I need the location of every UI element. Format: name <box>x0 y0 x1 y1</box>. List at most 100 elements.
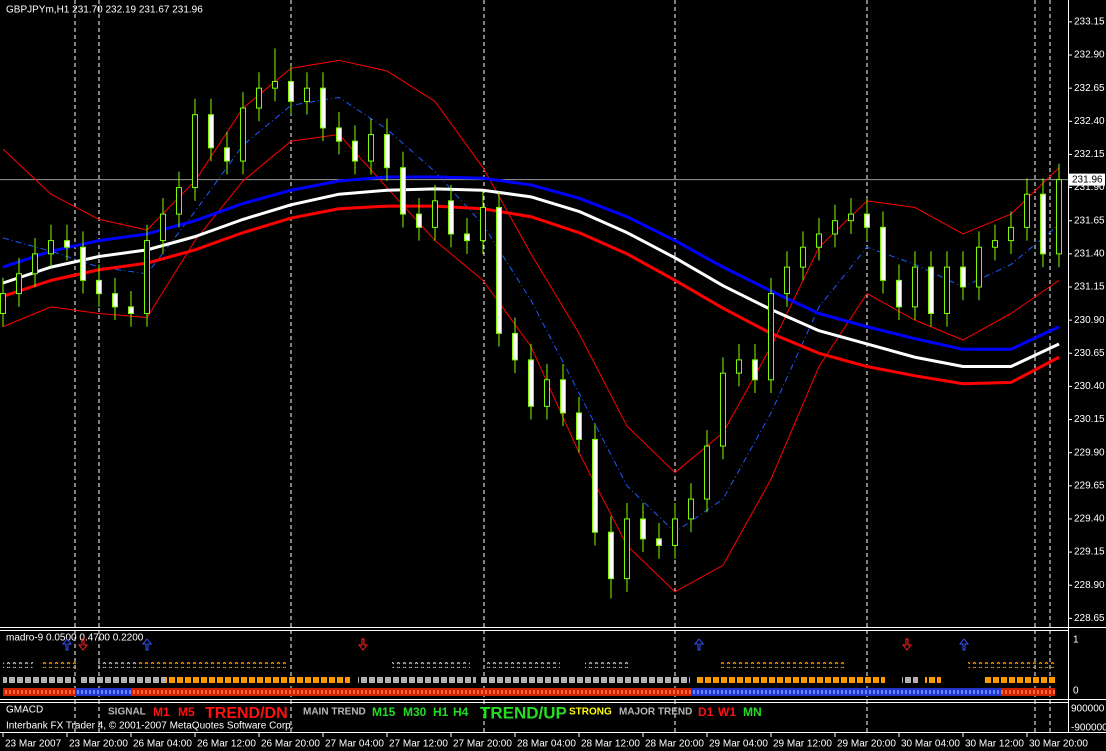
candle-body <box>1008 226 1014 242</box>
gmacd-label: H4 <box>453 705 469 719</box>
candle-body <box>480 206 486 242</box>
candle-body <box>784 266 790 295</box>
y-tick-label: 229.15 <box>1074 547 1105 558</box>
candle-body <box>752 359 758 381</box>
y-tick-label: 232.90 <box>1074 50 1105 61</box>
candle-body <box>608 531 614 580</box>
candle-body <box>240 107 246 162</box>
x-tick-label: 29 Mar 04:00 <box>709 739 768 750</box>
gmacd-label: TREND/DN <box>205 705 288 722</box>
candle-body <box>400 167 406 215</box>
candle-body <box>832 220 838 235</box>
x-tick-label: 26 Mar 20:00 <box>261 739 320 750</box>
gmacd-label: M1 <box>153 705 170 719</box>
candle-body <box>576 412 582 440</box>
candle-body <box>944 266 950 314</box>
indicator-line <box>2 96 1060 533</box>
y-tick-label: 231.65 <box>1074 215 1105 226</box>
x-tick-label: 27 Mar 04:00 <box>325 739 384 750</box>
candle-body <box>352 140 358 162</box>
candle-body <box>80 246 86 281</box>
candle-body <box>208 114 214 149</box>
y-tick-label: 229.40 <box>1074 514 1105 525</box>
y-tick-label: 232.65 <box>1074 83 1105 94</box>
candle-body <box>144 240 150 315</box>
candle-body <box>32 253 38 275</box>
candle-body <box>592 438 598 533</box>
candle-body <box>544 379 550 407</box>
y-tick-label: 228.90 <box>1074 580 1105 591</box>
candle-body <box>1024 193 1030 228</box>
indicator-tick: 0 <box>1073 686 1079 697</box>
candle-body <box>112 293 118 308</box>
current-price-label: 231.96 <box>1072 174 1103 185</box>
candle-body <box>720 372 726 447</box>
indicator-line <box>2 204 1060 386</box>
gmacd-tick: 900000 <box>1071 704 1105 715</box>
candle-body <box>672 518 678 546</box>
candle-body <box>48 240 54 255</box>
current-price-box <box>1069 173 1105 186</box>
x-tick-label: 23 Mar 20:00 <box>69 739 128 750</box>
footer: Interbank FX Trader 4, © 2001-2007 MetaQ… <box>6 721 294 732</box>
x-tick-label: 27 Mar 20:00 <box>453 739 512 750</box>
candle-body <box>848 213 854 222</box>
time-axis: 23 Mar 2007 23 Mar 20:00 26 Mar 04:00 26 Ma… <box>2 732 1088 750</box>
candle-body <box>64 240 70 248</box>
candle-body <box>896 279 902 308</box>
candle-body <box>16 273 22 295</box>
candle-body <box>448 200 454 235</box>
x-tick-label: 30 Mar 04:00 <box>901 739 960 750</box>
candle-body <box>512 332 518 361</box>
candle-body <box>336 127 342 142</box>
x-tick-label: 28 Mar 12:00 <box>581 739 640 750</box>
gmacd-label: MAJOR TREND <box>619 707 692 718</box>
candle-body <box>192 114 198 189</box>
candle-body <box>96 279 102 295</box>
candle-body <box>624 518 630 580</box>
y-tick-label: 229.65 <box>1074 480 1105 491</box>
price-chart: 233.15232.90232.65232.40232.15231.90231.… <box>0 17 1105 624</box>
candle-body <box>368 134 374 162</box>
gmacd-label: STRONG <box>569 707 612 718</box>
candle-body <box>992 240 998 248</box>
candle-body <box>560 379 566 414</box>
candle-body <box>1040 193 1046 255</box>
y-tick-label: 232.40 <box>1074 116 1105 127</box>
gmacd-title: GMACD <box>6 705 43 716</box>
gmacd-label: M5 <box>178 705 195 719</box>
y-tick-label: 232.15 <box>1074 149 1105 160</box>
y-tick-label: 230.15 <box>1074 414 1105 425</box>
candle-body <box>304 87 310 102</box>
x-tick-label: 29 Mar 20:00 <box>837 739 896 750</box>
y-tick-label: 230.65 <box>1074 348 1105 359</box>
candle-body <box>496 206 502 334</box>
candle-body <box>1056 179 1062 255</box>
candle-body <box>880 226 886 281</box>
candle-body <box>736 359 742 374</box>
x-tick-label: 23 Mar 2007 <box>5 739 62 750</box>
gmacd-tick: -900000 <box>1071 723 1106 734</box>
x-tick-label: 28 Mar 04:00 <box>517 739 576 750</box>
y-tick-label: 230.90 <box>1074 315 1105 326</box>
gmacd-label: MAIN TREND <box>303 707 366 718</box>
candle-body <box>288 81 294 102</box>
gmacd-label: M15 <box>372 705 396 719</box>
candle-body <box>656 538 662 546</box>
candle-body <box>256 87 262 109</box>
x-tick-label: 28 Mar 20:00 <box>645 739 704 750</box>
gmacd-label: SIGNAL <box>108 707 146 718</box>
candle-body <box>464 233 470 242</box>
candle-body <box>320 87 326 129</box>
y-tick-label: 228.65 <box>1074 613 1105 624</box>
candle-body <box>800 246 806 268</box>
x-tick-label: 30 Mar 20:00 <box>1029 739 1088 750</box>
x-tick-label: 27 Mar 12:00 <box>389 739 448 750</box>
indicator-line <box>2 187 1060 369</box>
candle-body <box>816 233 822 248</box>
candle-body <box>384 134 390 169</box>
candle-body <box>416 213 422 228</box>
signal-rows <box>3 662 1055 696</box>
x-tick-label: 30 Mar 12:00 <box>965 739 1024 750</box>
